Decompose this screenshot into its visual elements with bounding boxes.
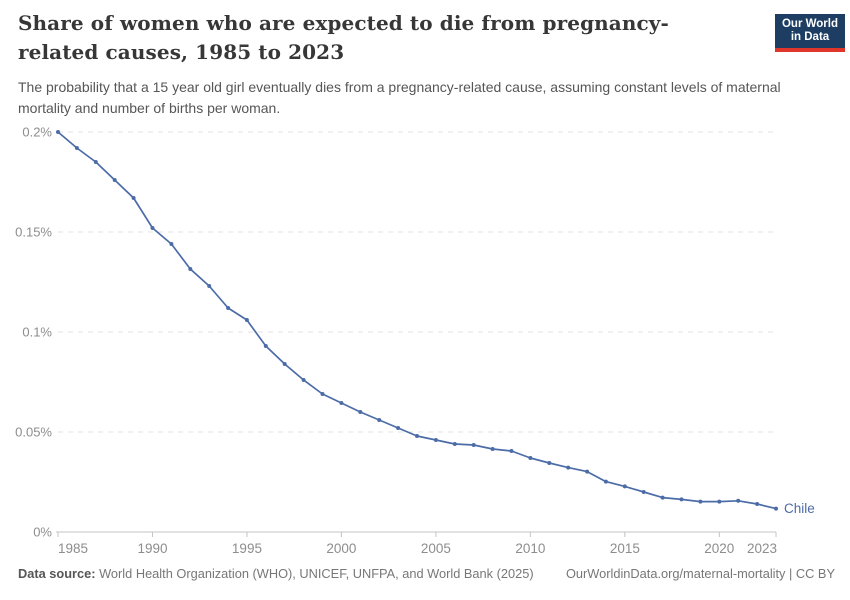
owid-logo[interactable]: Our World in Data	[775, 14, 845, 52]
data-point-1987[interactable]	[93, 160, 98, 164]
data-point-2000[interactable]	[339, 401, 344, 405]
data-point-2021[interactable]	[736, 498, 741, 503]
x-axis-tick-label: 2020	[704, 541, 734, 556]
data-point-2002[interactable]	[377, 418, 382, 422]
data-point-1990[interactable]	[150, 226, 155, 230]
data-point-1998[interactable]	[301, 378, 306, 382]
data-point-1997[interactable]	[282, 362, 287, 366]
attribution[interactable]: OurWorldinData.org/maternal-mortality | …	[565, 566, 835, 581]
data-point-1989[interactable]	[131, 196, 136, 200]
chart-footer: Data source: World Health Organization (…	[18, 566, 835, 581]
data-point-2007[interactable]	[471, 443, 476, 447]
x-axis-tick-label: 2010	[515, 541, 545, 556]
data-point-2015[interactable]	[622, 484, 627, 489]
data-point-2010[interactable]	[528, 456, 533, 460]
data-source: Data source: World Health Organization (…	[18, 566, 534, 581]
data-point-1992[interactable]	[188, 267, 193, 271]
x-axis-tick-label: 1990	[137, 541, 167, 556]
data-point-1993[interactable]	[207, 284, 212, 288]
series-label-chile[interactable]: Chile	[784, 501, 815, 516]
data-point-1985[interactable]	[56, 130, 60, 134]
data-point-2023[interactable]	[774, 506, 778, 511]
data-source-text: World Health Organization (WHO), UNICEF,…	[95, 566, 534, 581]
x-axis-tick-label: 2000	[326, 541, 356, 556]
data-point-2016[interactable]	[641, 490, 646, 494]
data-point-1994[interactable]	[226, 306, 231, 310]
y-axis-tick-label: 0.2%	[22, 125, 52, 140]
x-axis-tick-label: 1995	[232, 541, 262, 556]
x-axis-tick-label: 2023	[747, 541, 777, 556]
data-point-2009[interactable]	[509, 449, 514, 453]
data-point-1986[interactable]	[74, 146, 79, 150]
chart-subtitle: The probability that a 15 year old girl …	[18, 79, 781, 116]
data-point-2017[interactable]	[660, 495, 665, 500]
x-axis-tick-label: 1985	[58, 541, 88, 556]
data-point-2004[interactable]	[415, 434, 419, 438]
y-axis-tick-label: 0.05%	[15, 425, 52, 440]
x-axis-tick-label: 2005	[421, 541, 451, 556]
data-point-2011[interactable]	[547, 461, 552, 465]
data-point-1999[interactable]	[320, 392, 325, 396]
data-point-2012[interactable]	[566, 465, 571, 470]
data-point-2005[interactable]	[433, 438, 438, 442]
y-axis-tick-label: 0.1%	[22, 325, 52, 340]
chile-line-series[interactable]	[57, 131, 777, 510]
data-point-1996[interactable]	[263, 344, 268, 348]
data-point-2020[interactable]	[717, 499, 722, 504]
owid-logo-line1: Our World	[781, 18, 838, 30]
data-point-1991[interactable]	[169, 242, 174, 246]
data-point-1995[interactable]	[244, 318, 249, 322]
data-point-2003[interactable]	[396, 426, 401, 430]
y-axis-tick-label: 0.15%	[15, 225, 52, 240]
data-point-2006[interactable]	[452, 442, 457, 446]
data-point-2001[interactable]	[358, 410, 363, 414]
data-source-label: Data source:	[18, 566, 96, 581]
chart-title: Share of women who are expected to die f…	[18, 11, 669, 64]
data-point-2013[interactable]	[585, 469, 590, 474]
data-point-2019[interactable]	[698, 499, 703, 504]
data-point-2014[interactable]	[603, 479, 608, 484]
x-axis-tick-label: 2015	[610, 541, 640, 556]
data-point-2008[interactable]	[490, 447, 495, 451]
data-point-2018[interactable]	[679, 497, 684, 502]
y-axis-tick-label: 0%	[33, 525, 52, 540]
owid-logo-line2: in Data	[790, 31, 830, 43]
data-point-2022[interactable]	[755, 502, 760, 506]
data-point-1988[interactable]	[112, 178, 117, 182]
